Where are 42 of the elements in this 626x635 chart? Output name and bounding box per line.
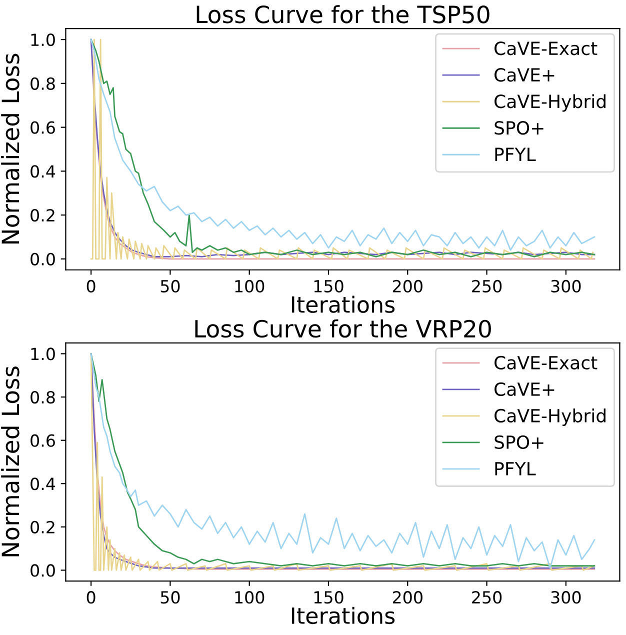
x-tick-label: 300	[551, 280, 581, 292]
chart-title: Loss Curve for the VRP20	[195, 319, 491, 338]
x-tick-label: 0	[86, 280, 96, 292]
legend-label: SPO+	[494, 435, 544, 450]
y-tick-label: 0.4	[30, 165, 56, 178]
x-tick-label: 0	[86, 591, 96, 604]
legend-label: CaVE+	[494, 382, 554, 396]
y-tick-label: 0.8	[30, 77, 55, 90]
x-tick-label: 50	[160, 280, 180, 292]
legend-label: PFYL	[495, 148, 536, 161]
legend-label: PFYL	[495, 462, 536, 476]
x-tick-label: 250	[472, 280, 502, 292]
x-tick-label: 200	[392, 280, 422, 292]
x-tick-label: 200	[392, 591, 422, 604]
y-axis-title: Normalized Loss	[1, 54, 20, 244]
y-tick-label: 0.2	[30, 520, 54, 534]
legend-label: CaVE-Exact	[494, 356, 598, 370]
y-tick-label: 0.0	[30, 564, 55, 577]
legend-label: CaVE-Hybrid	[494, 94, 606, 112]
y-axis-title: Normalized Loss	[1, 366, 20, 556]
y-tick-label: 0.0	[30, 252, 55, 266]
y-tick-label: 0.6	[30, 121, 55, 134]
x-tick-label: 50	[160, 591, 180, 604]
x-tick-label: 250	[472, 591, 502, 604]
x-tick-label: 150	[314, 591, 344, 604]
legend-label: CaVE-Exact	[494, 42, 598, 56]
x-tick-label: 150	[314, 280, 344, 292]
chart-title: Loss Curve for the TSP50	[196, 5, 490, 24]
y-tick-label: 0.8	[30, 390, 55, 404]
x-axis-title: Iterations	[292, 606, 395, 624]
legend-label: CaVE-Hybrid	[494, 408, 606, 426]
x-axis-title: Iterations	[292, 296, 395, 313]
x-tick-label: 100	[235, 591, 264, 604]
y-tick-label: 0.2	[30, 208, 54, 222]
y-tick-label: 0.6	[30, 434, 55, 447]
y-tick-label: 1.0	[31, 34, 55, 46]
y-tick-label: 1.0	[31, 348, 55, 360]
x-tick-label: 300	[551, 591, 581, 604]
y-tick-label: 0.4	[30, 478, 56, 490]
legend-label: CaVE+	[494, 68, 554, 82]
legend-label: SPO+	[494, 121, 544, 135]
x-tick-label: 100	[235, 280, 264, 292]
